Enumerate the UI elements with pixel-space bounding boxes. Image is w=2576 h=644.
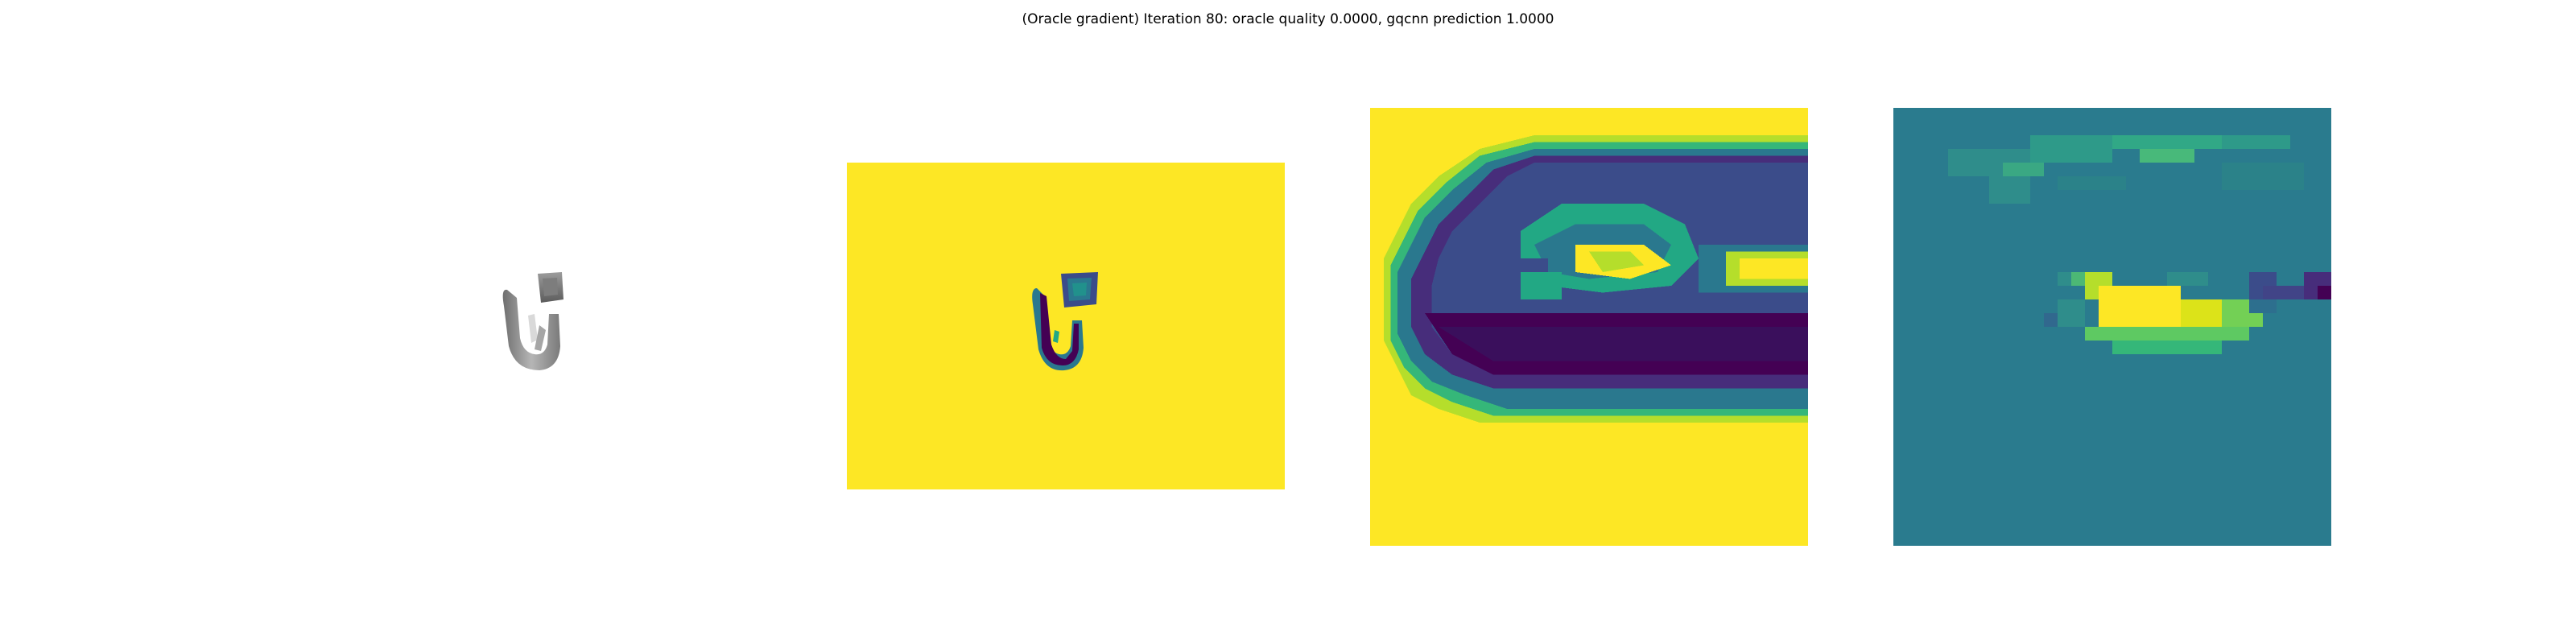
- depth-crop-image: [1370, 108, 1808, 546]
- depth-crop-svg: [1370, 108, 1808, 546]
- depth-image-svg: [847, 163, 1285, 489]
- rendered-object-image: [451, 242, 644, 402]
- rendered-object-svg: [502, 272, 564, 370]
- gradient-map-image: [1893, 108, 2331, 546]
- figure-title: (Oracle gradient) Iteration 80: oracle q…: [1022, 11, 1554, 27]
- depth-image: [847, 163, 1285, 489]
- gradient-map-svg: [1893, 108, 2331, 546]
